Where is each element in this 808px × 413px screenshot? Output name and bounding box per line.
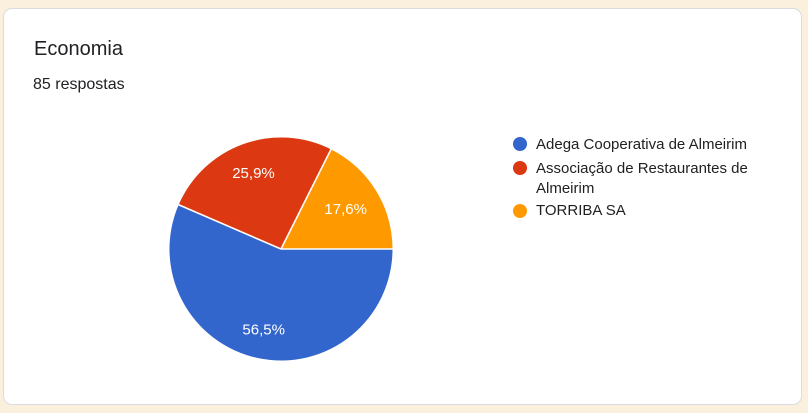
- svg-text:25,9%: 25,9%: [232, 165, 275, 182]
- svg-text:17,6%: 17,6%: [324, 201, 367, 218]
- svg-text:56,5%: 56,5%: [242, 322, 285, 339]
